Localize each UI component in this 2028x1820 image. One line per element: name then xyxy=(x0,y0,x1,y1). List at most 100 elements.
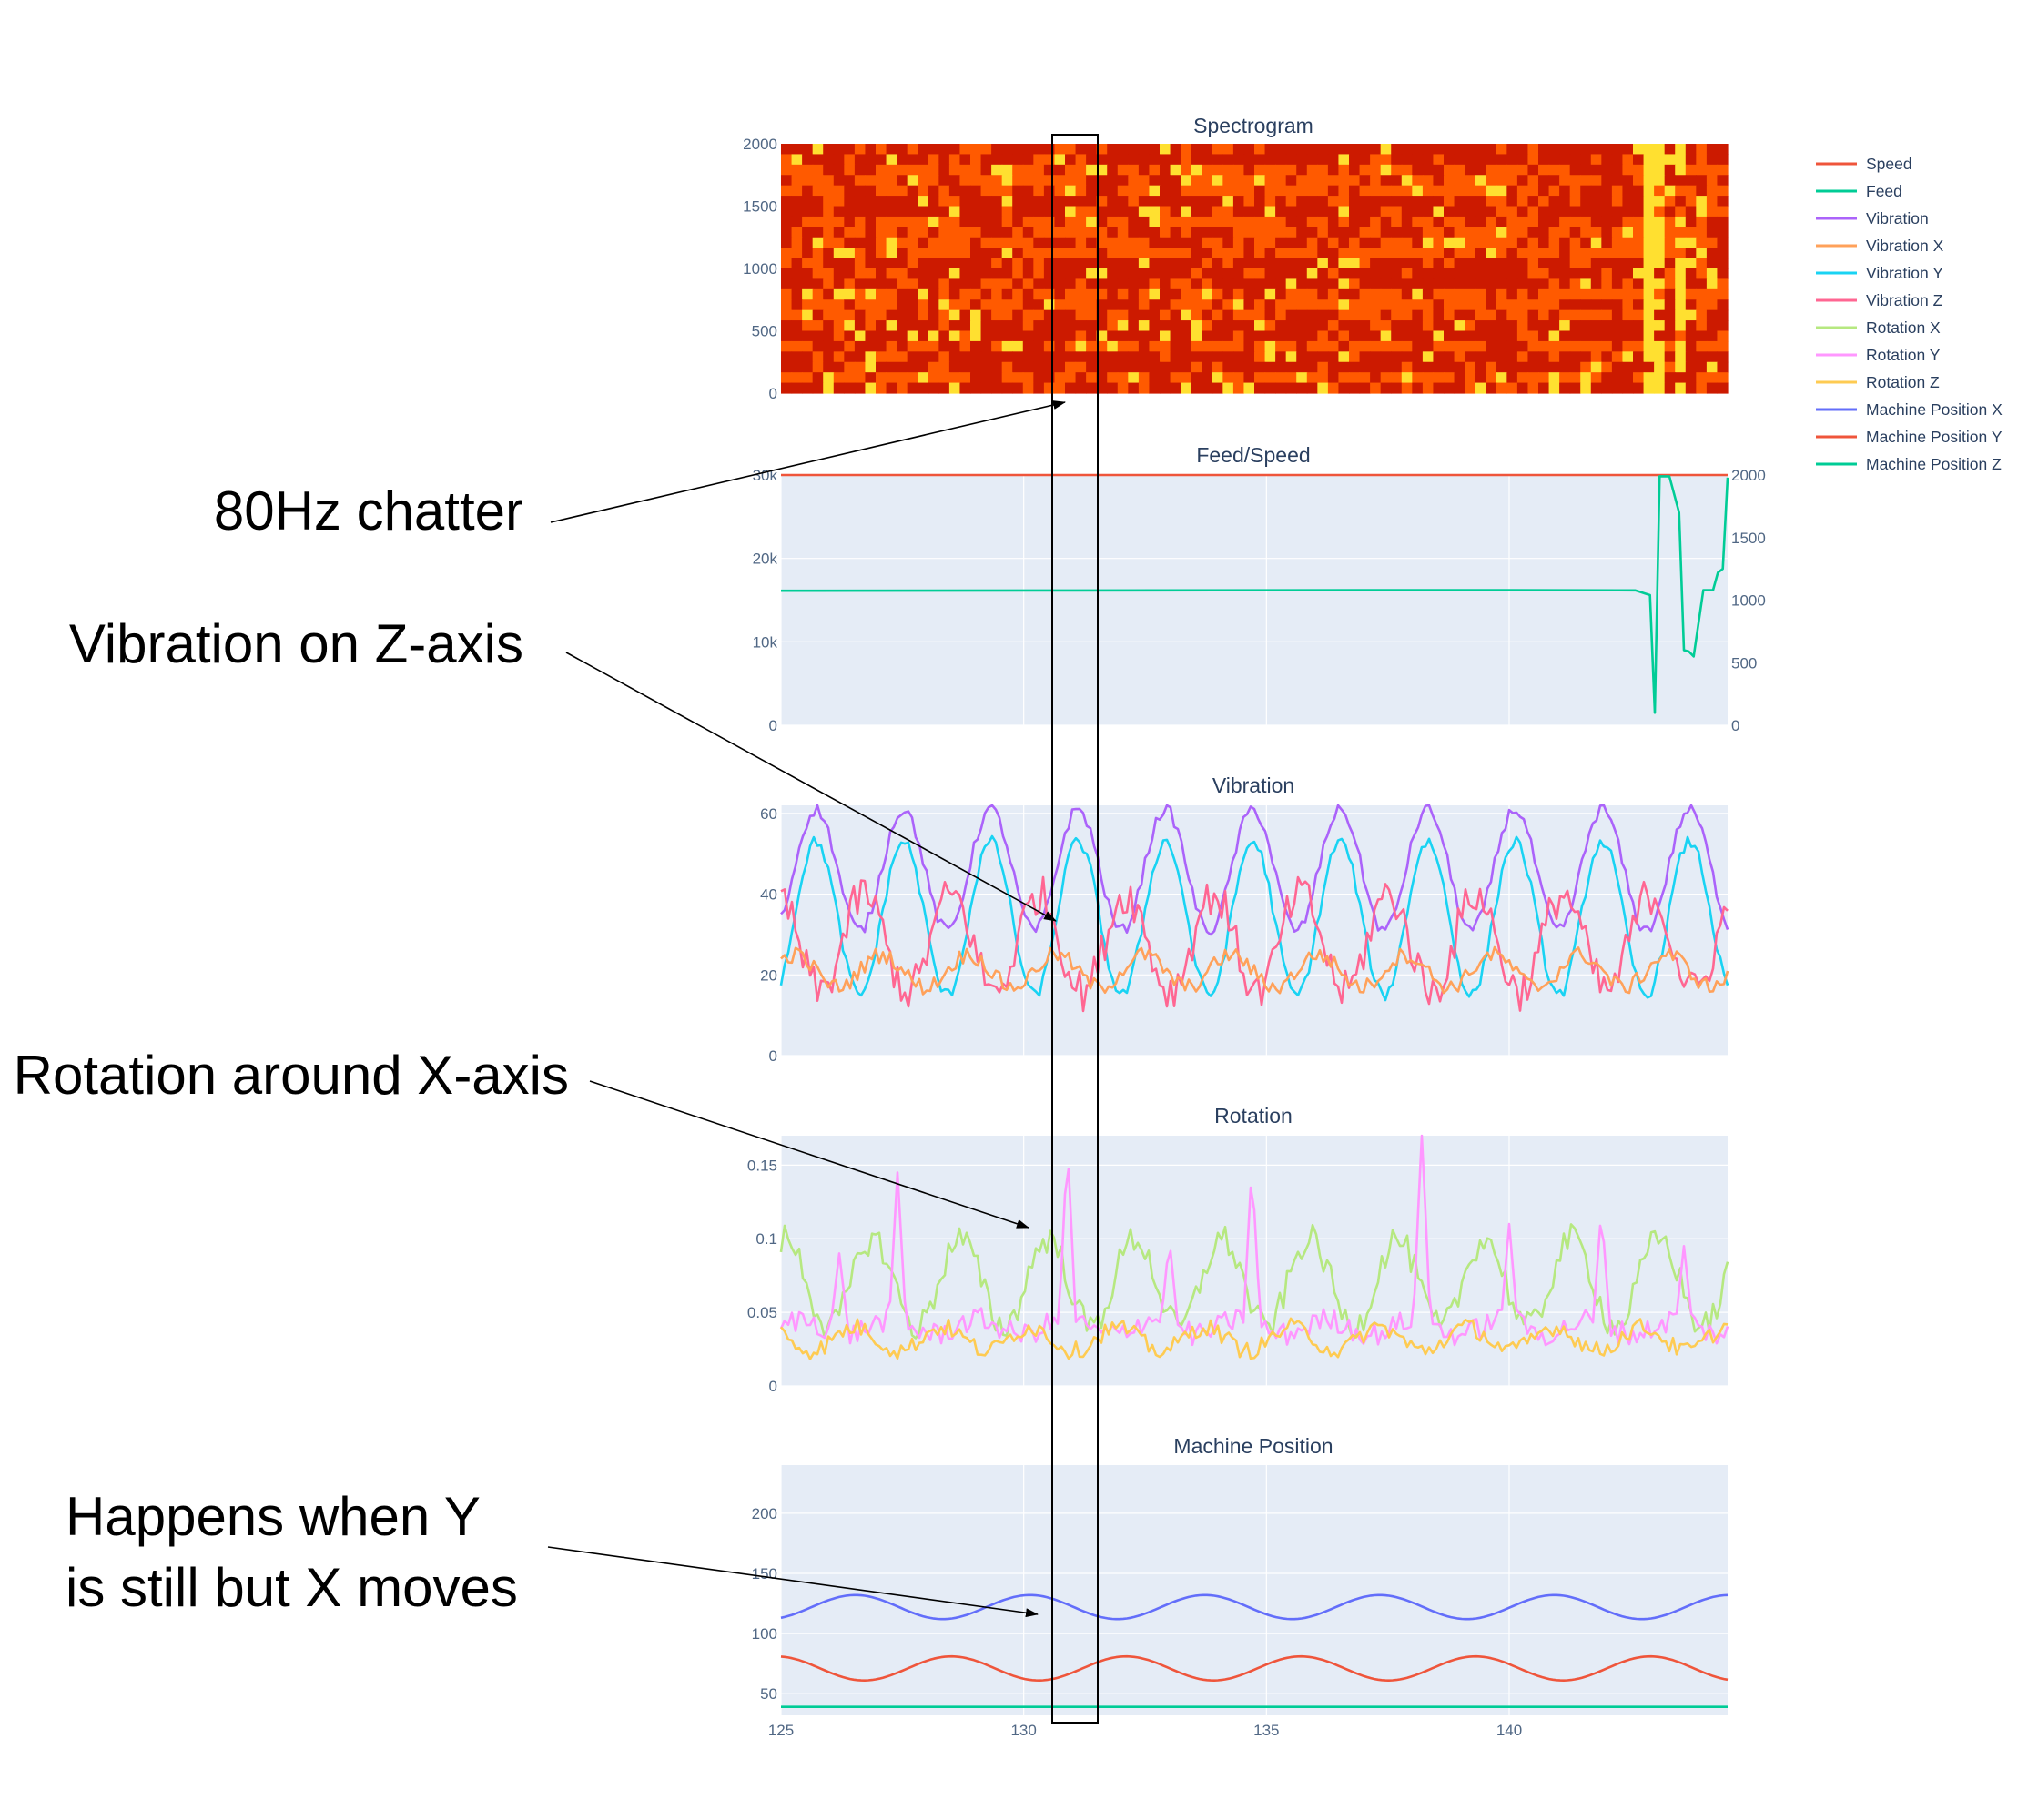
heatmap-cell xyxy=(1202,278,1213,290)
legend-item[interactable]: Rotation X xyxy=(1816,318,1941,337)
heatmap-cell xyxy=(1317,216,1329,228)
heatmap-cell xyxy=(970,278,982,290)
heatmap-cell xyxy=(1138,154,1151,166)
heatmap-cell xyxy=(928,258,939,269)
heatmap-cell xyxy=(1232,227,1245,238)
heatmap-cell xyxy=(1643,382,1655,394)
heatmap-cell xyxy=(1401,278,1413,290)
heatmap-cell xyxy=(1065,216,1077,228)
legend-item[interactable]: Vibration Y xyxy=(1816,264,1943,282)
heatmap-cell xyxy=(1128,351,1140,363)
heatmap-cell xyxy=(1538,206,1550,217)
heatmap-cell xyxy=(928,382,939,394)
legend-item[interactable]: Machine Position Y xyxy=(1816,428,2003,446)
legend-item[interactable]: Rotation Z xyxy=(1816,373,1940,391)
heatmap-cell xyxy=(1717,382,1729,394)
heatmap-cell xyxy=(1191,309,1202,321)
heatmap-cell xyxy=(1107,164,1119,176)
heatmap-cell xyxy=(1622,216,1634,228)
heatmap-cell xyxy=(1675,237,1687,248)
heatmap-cell xyxy=(1633,164,1645,176)
heatmap-cell xyxy=(781,206,793,217)
heatmap-cell xyxy=(918,164,929,176)
heatmap-cell xyxy=(865,216,877,228)
heatmap-cell xyxy=(1391,351,1403,363)
legend-label: Rotation Y xyxy=(1866,346,1941,364)
heatmap-cell xyxy=(1527,237,1539,248)
heatmap-cell xyxy=(991,351,1003,363)
heatmap-cell xyxy=(1580,185,1592,197)
heatmap-cell xyxy=(1349,382,1361,394)
heatmap-cell xyxy=(1243,372,1255,384)
heatmap-cell xyxy=(1264,216,1276,228)
heatmap-cell xyxy=(970,175,982,187)
heatmap-cell xyxy=(1664,382,1676,394)
heatmap-cell xyxy=(1296,288,1308,300)
heatmap-cell xyxy=(1086,288,1098,300)
heatmap-cell xyxy=(1359,330,1371,342)
heatmap-cell xyxy=(1128,258,1140,269)
heatmap-cell xyxy=(928,309,939,321)
heatmap-cell xyxy=(1212,382,1223,394)
y-tick-label: 60 xyxy=(760,805,777,823)
heatmap-cell xyxy=(865,278,877,290)
legend-item[interactable]: Machine Position Z xyxy=(1816,455,2002,473)
heatmap-cell xyxy=(886,299,897,311)
legend-item[interactable]: Feed xyxy=(1816,182,1902,200)
heatmap-cell xyxy=(1412,372,1424,384)
annotation-y-still-x-moves: Happens when Y is still but X moves xyxy=(66,1486,1039,1618)
heatmap-cell xyxy=(1590,248,1602,259)
heatmap-cell xyxy=(1306,216,1318,228)
heatmap-cell xyxy=(1433,268,1445,280)
legend-item[interactable]: Vibration Z xyxy=(1816,291,1943,309)
legend-item[interactable]: Machine Position X xyxy=(1816,400,2003,419)
heatmap-cell xyxy=(1475,248,1486,259)
heatmap-cell xyxy=(1643,196,1655,207)
heatmap-cell xyxy=(1138,175,1151,187)
heatmap-cell xyxy=(1601,175,1613,187)
heatmap-cell xyxy=(886,154,897,166)
legend-item[interactable]: Speed xyxy=(1816,155,1912,173)
heatmap-cell xyxy=(1475,340,1486,352)
heatmap-cell xyxy=(812,361,824,373)
heatmap-cell xyxy=(959,185,971,197)
heatmap-cell xyxy=(1654,330,1666,342)
heatmap-cell xyxy=(1359,309,1371,321)
heatmap-cell xyxy=(1086,278,1098,290)
machine-position-x-ticks: 125 130 135 140 xyxy=(768,1722,1522,1739)
heatmap-cell xyxy=(1160,258,1171,269)
heatmap-cell xyxy=(970,216,982,228)
legend-item[interactable]: Vibration X xyxy=(1816,237,1944,255)
heatmap-cell xyxy=(1149,268,1161,280)
heatmap-cell xyxy=(1117,227,1129,238)
heatmap-cell xyxy=(1065,237,1077,248)
heatmap-cell xyxy=(1412,216,1424,228)
heatmap-cell xyxy=(1370,185,1382,197)
heatmap-cell xyxy=(1454,268,1465,280)
heatmap-cell xyxy=(1254,248,1266,259)
legend-item[interactable]: Rotation Y xyxy=(1816,346,1941,364)
legend[interactable]: Speed Feed Vibration Vibration X Vibration Y… xyxy=(1816,155,2003,473)
heatmap-cell xyxy=(1138,320,1151,332)
heatmap-cell xyxy=(1264,372,1276,384)
legend-item[interactable]: Vibration xyxy=(1816,209,1929,228)
heatmap-cell xyxy=(1496,351,1507,363)
heatmap-cell xyxy=(781,196,793,207)
heatmap-cell xyxy=(844,144,856,156)
heatmap-cell xyxy=(1643,372,1655,384)
legend-label: Feed xyxy=(1866,182,1902,200)
heatmap-cell xyxy=(1222,227,1234,238)
heatmap-cell xyxy=(1212,258,1223,269)
heatmap-cell xyxy=(938,330,950,342)
heatmap-cell xyxy=(1306,340,1318,352)
heatmap-cell xyxy=(1243,309,1255,321)
heatmap-cell xyxy=(1538,288,1550,300)
heatmap-cell xyxy=(1065,227,1077,238)
heatmap-cell xyxy=(1001,372,1013,384)
heatmap-cell xyxy=(1232,288,1245,300)
heatmap-cell xyxy=(1486,372,1497,384)
heatmap-cell xyxy=(1706,185,1719,197)
heatmap-cell xyxy=(1338,361,1350,373)
heatmap-cell xyxy=(1349,237,1361,248)
heatmap-cell xyxy=(938,288,950,300)
